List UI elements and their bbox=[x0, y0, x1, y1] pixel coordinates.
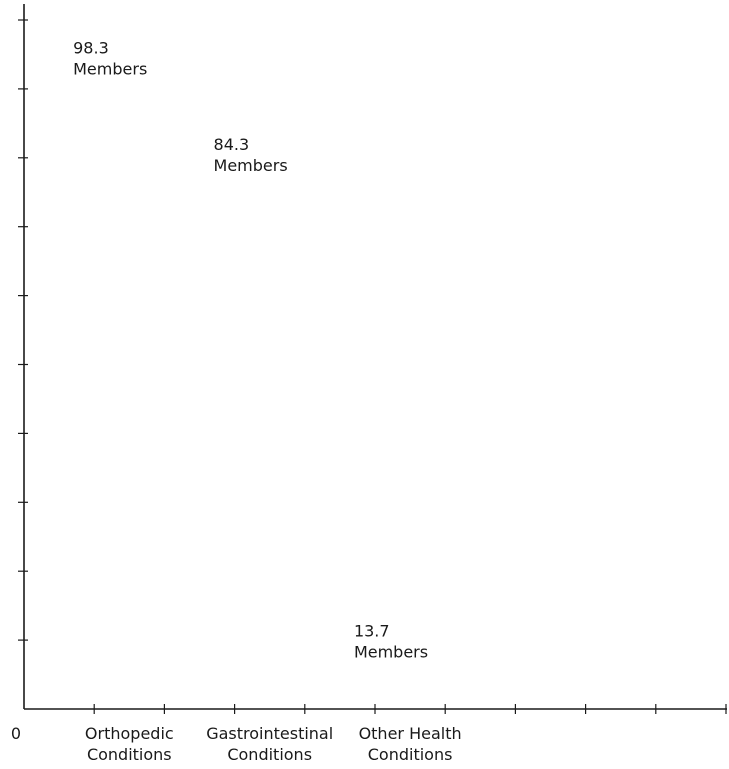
x-tick-label: Gastrointestinal Conditions bbox=[206, 724, 333, 764]
data-label: 13.7 Members bbox=[354, 622, 428, 662]
bar bbox=[228, 128, 312, 709]
chart-marks bbox=[87, 32, 452, 709]
x-tick-label: Orthopedic Conditions bbox=[85, 724, 174, 764]
data-label: 98.3 Members bbox=[73, 39, 147, 79]
data-label: 84.3 Members bbox=[214, 135, 288, 175]
x-tick-label: Other Health Conditions bbox=[359, 724, 462, 764]
bar bbox=[87, 32, 171, 709]
chart-axes bbox=[18, 4, 727, 714]
origin-label: 0 bbox=[11, 724, 21, 743]
chart-labels: 0 Orthopedic Conditions 98.3 Members Gastroin… bbox=[11, 39, 462, 764]
